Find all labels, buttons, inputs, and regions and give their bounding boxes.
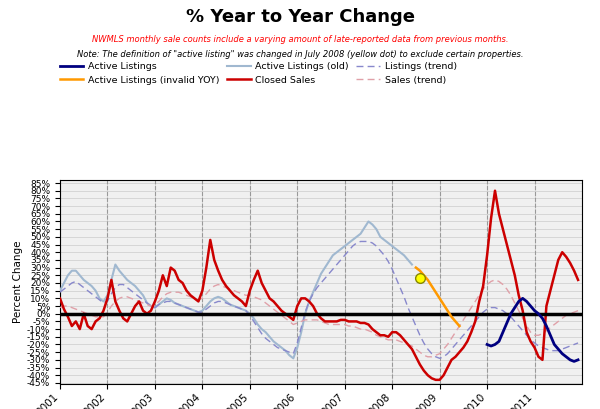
Text: Note: The definition of "active listing" was changed in July 2008 (yellow dot) t: Note: The definition of "active listing"… <box>77 50 523 59</box>
Y-axis label: Percent Change: Percent Change <box>13 241 23 324</box>
Text: NWMLS monthly sale counts include a varying amount of late-reported data from pr: NWMLS monthly sale counts include a vary… <box>92 35 508 44</box>
Legend: Active Listings, Active Listings (invalid YOY), Active Listings (old), Closed Sa: Active Listings, Active Listings (invali… <box>59 62 457 85</box>
Text: % Year to Year Change: % Year to Year Change <box>185 8 415 26</box>
